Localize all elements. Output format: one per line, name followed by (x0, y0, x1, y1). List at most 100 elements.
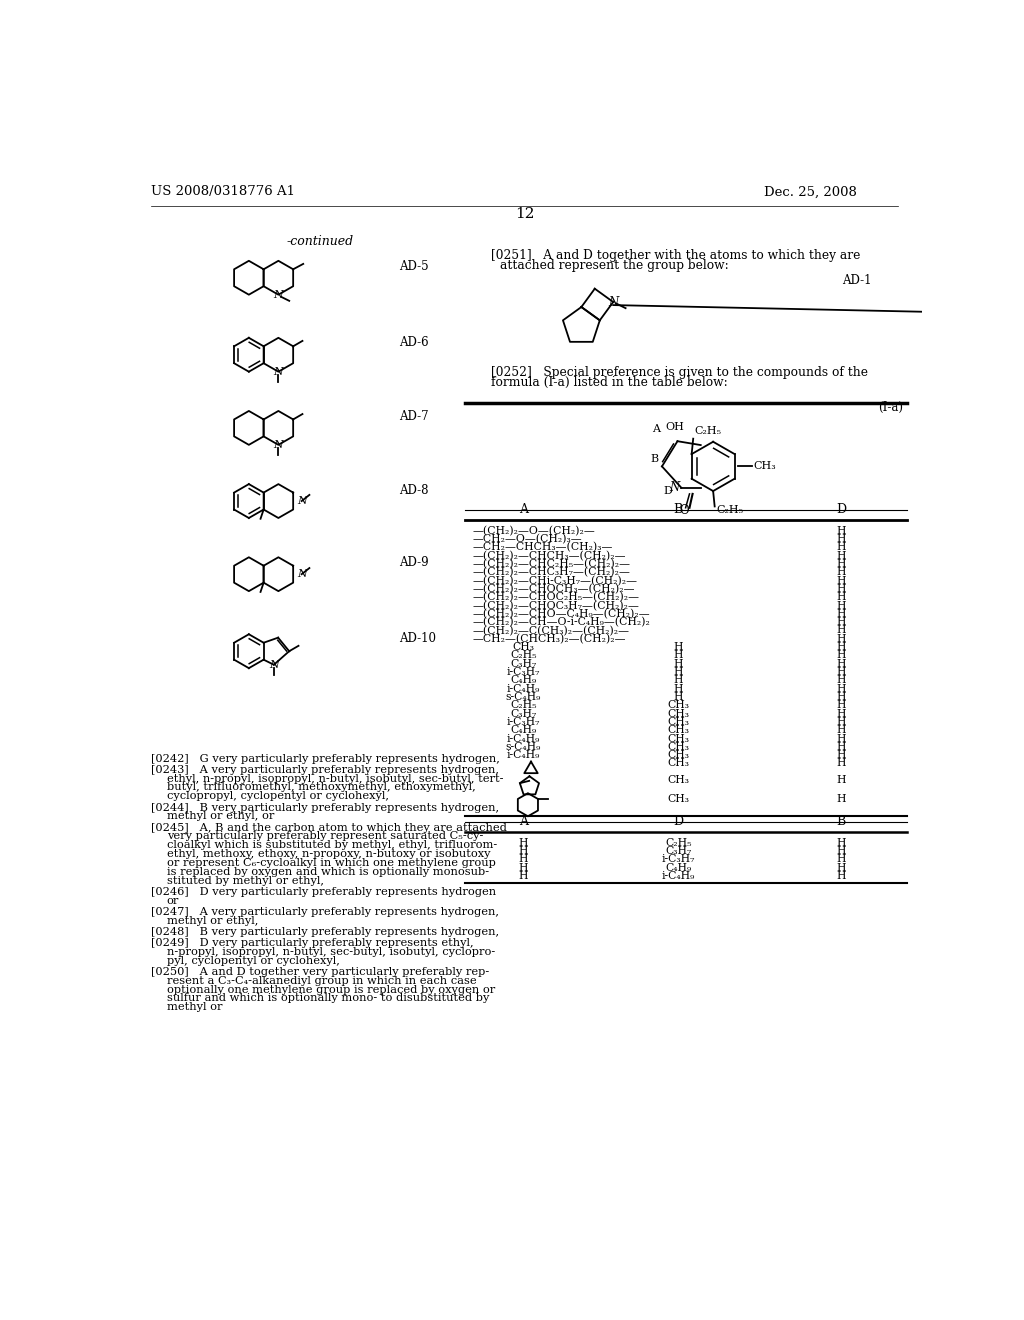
Text: ethyl, n-propyl, isopropyl, n-butyl, isobutyl, sec-butyl, tert-: ethyl, n-propyl, isopropyl, n-butyl, iso… (167, 774, 503, 784)
Text: formula (I-a) listed in the table below:: formula (I-a) listed in the table below: (490, 376, 727, 388)
Text: i-C₄H₉: i-C₄H₉ (507, 750, 540, 760)
Text: H: H (837, 854, 846, 865)
Text: -continued: -continued (287, 235, 353, 248)
Text: H: H (837, 692, 846, 702)
Text: resent a C₃-C₄-alkanediyl group in which in each case: resent a C₃-C₄-alkanediyl group in which… (167, 975, 476, 986)
Text: O: O (679, 504, 689, 517)
Text: H: H (837, 618, 846, 627)
Text: i-C₄H₉: i-C₄H₉ (507, 684, 540, 694)
Text: C₂H₅: C₂H₅ (665, 838, 691, 847)
Text: —(CH₂)₂—CHC₂H₅—(CH₂)₂—: —(CH₂)₂—CHC₂H₅—(CH₂)₂— (473, 558, 631, 569)
Text: CH₃: CH₃ (754, 462, 776, 471)
Text: CH₃: CH₃ (668, 734, 689, 743)
Text: H: H (837, 838, 846, 847)
Text: i-C₄H₉: i-C₄H₉ (662, 871, 695, 882)
Text: H: H (837, 775, 846, 785)
Text: H: H (837, 846, 846, 857)
Text: attached represent the group below:: attached represent the group below: (500, 259, 729, 272)
Text: N: N (273, 367, 284, 376)
Text: N: N (269, 660, 279, 669)
Text: —(CH₂)₂—CHOC₂H₅—(CH₂)₂—: —(CH₂)₂—CHOC₂H₅—(CH₂)₂— (473, 593, 640, 602)
Text: i-C₄H₉: i-C₄H₉ (507, 734, 540, 743)
Text: H: H (837, 576, 846, 586)
Text: CH₃: CH₃ (668, 742, 689, 752)
Text: CH₃: CH₃ (668, 701, 689, 710)
Text: H: H (674, 667, 683, 677)
Text: AD-7: AD-7 (399, 411, 429, 424)
Text: H: H (837, 793, 846, 804)
Text: [0247]   A very particularly preferably represents hydrogen,: [0247] A very particularly preferably re… (152, 907, 500, 917)
Text: H: H (837, 734, 846, 743)
Text: [0248]   B very particularly preferably represents hydrogen,: [0248] B very particularly preferably re… (152, 927, 500, 937)
Text: —CH₂—O—(CH₂)₃—: —CH₂—O—(CH₂)₃— (473, 535, 583, 544)
Text: H: H (837, 593, 846, 602)
Text: cloalkyl which is substituted by methyl, ethyl, trifluorom-: cloalkyl which is substituted by methyl,… (167, 841, 497, 850)
Text: —(CH₂)₂—CHO—C₄H₉—(CH₂)₂—: —(CH₂)₂—CHO—C₄H₉—(CH₂)₂— (473, 609, 650, 619)
Text: methyl or ethyl, or: methyl or ethyl, or (167, 812, 274, 821)
Text: [0251]   A and D together with the atoms to which they are: [0251] A and D together with the atoms t… (490, 248, 860, 261)
Text: or: or (167, 896, 179, 906)
Text: H: H (837, 684, 846, 694)
Text: N: N (273, 289, 284, 300)
Text: H: H (518, 863, 528, 873)
Text: ethyl, methoxy, ethoxy, n-propoxy, n-butoxy or isobutoxy: ethyl, methoxy, ethoxy, n-propoxy, n-but… (167, 849, 490, 859)
Text: —CH₂—(CHCH₃)₂—(CH₂)₂—: —CH₂—(CHCH₃)₂—(CH₂)₂— (473, 634, 627, 644)
Text: H: H (837, 609, 846, 619)
Text: or represent C₆-cycloalkyl in which one methylene group: or represent C₆-cycloalkyl in which one … (167, 858, 496, 869)
Text: H: H (837, 758, 846, 768)
Text: C₂H₅: C₂H₅ (716, 504, 743, 515)
Text: C₄H₉: C₄H₉ (510, 725, 537, 735)
Text: H: H (837, 742, 846, 752)
Text: H: H (837, 525, 846, 536)
Text: —(CH₂)₂—CH—O-i-C₄H₉—(CH₂)₂: —(CH₂)₂—CH—O-i-C₄H₉—(CH₂)₂ (473, 618, 650, 627)
Text: sulfur and which is optionally mono- to disubstituted by: sulfur and which is optionally mono- to … (167, 994, 489, 1003)
Text: CH₃: CH₃ (668, 725, 689, 735)
Text: H: H (837, 558, 846, 569)
Text: n-propyl, isopropyl, n-butyl, sec-butyl, isobutyl, cyclopro-: n-propyl, isopropyl, n-butyl, sec-butyl,… (167, 946, 495, 957)
Text: AD-1: AD-1 (843, 275, 872, 286)
Text: AD-9: AD-9 (399, 557, 429, 569)
Text: H: H (674, 676, 683, 685)
Text: H: H (837, 659, 846, 669)
Text: —CH₂—CHCH₃—(CH₂)₃—: —CH₂—CHCH₃—(CH₂)₃— (473, 543, 613, 553)
Text: H: H (837, 709, 846, 718)
Text: H: H (837, 871, 846, 882)
Text: C₃H₇: C₃H₇ (665, 846, 691, 857)
Text: H: H (837, 568, 846, 577)
Text: s-C₄H₉: s-C₄H₉ (506, 742, 541, 752)
Text: H: H (837, 651, 846, 660)
Text: H: H (837, 642, 846, 652)
Text: H: H (674, 642, 683, 652)
Text: H: H (837, 750, 846, 760)
Text: H: H (837, 583, 846, 594)
Text: H: H (518, 838, 528, 847)
Text: (I-a): (I-a) (878, 401, 903, 414)
Text: C₂H₅: C₂H₅ (694, 426, 722, 436)
Text: C₄H₉: C₄H₉ (510, 676, 537, 685)
Text: C₃H₇: C₃H₇ (510, 659, 537, 669)
Text: [0243]   A very particularly preferably represents hydrogen,: [0243] A very particularly preferably re… (152, 764, 500, 775)
Text: [0246]   D very particularly preferably represents hydrogen: [0246] D very particularly preferably re… (152, 887, 497, 896)
Text: CH₃: CH₃ (668, 750, 689, 760)
Text: pyl, cyclopentyl or cyclohexyl,: pyl, cyclopentyl or cyclohexyl, (167, 956, 340, 966)
Text: D: D (664, 486, 672, 496)
Text: B: B (674, 503, 683, 516)
Text: N: N (608, 296, 618, 309)
Text: H: H (518, 871, 528, 882)
Text: D: D (836, 503, 846, 516)
Text: H: H (837, 626, 846, 635)
Text: AD-10: AD-10 (399, 632, 436, 645)
Text: CH₃: CH₃ (512, 642, 535, 652)
Text: C₃H₇: C₃H₇ (510, 709, 537, 718)
Text: US 2008/0318776 A1: US 2008/0318776 A1 (152, 185, 295, 198)
Text: A: A (519, 814, 527, 828)
Text: H: H (518, 854, 528, 865)
Text: B: B (837, 814, 846, 828)
Text: —(CH₂)₂—CHC₃H₇—(CH₂)₂—: —(CH₂)₂—CHC₃H₇—(CH₂)₂— (473, 568, 631, 578)
Text: i-C₃H₇: i-C₃H₇ (507, 717, 540, 727)
Text: H: H (837, 550, 846, 561)
Text: H: H (518, 846, 528, 857)
Text: [0249]   D very particularly preferably represents ethyl,: [0249] D very particularly preferably re… (152, 939, 474, 948)
Text: CH₃: CH₃ (668, 758, 689, 768)
Text: H: H (674, 659, 683, 669)
